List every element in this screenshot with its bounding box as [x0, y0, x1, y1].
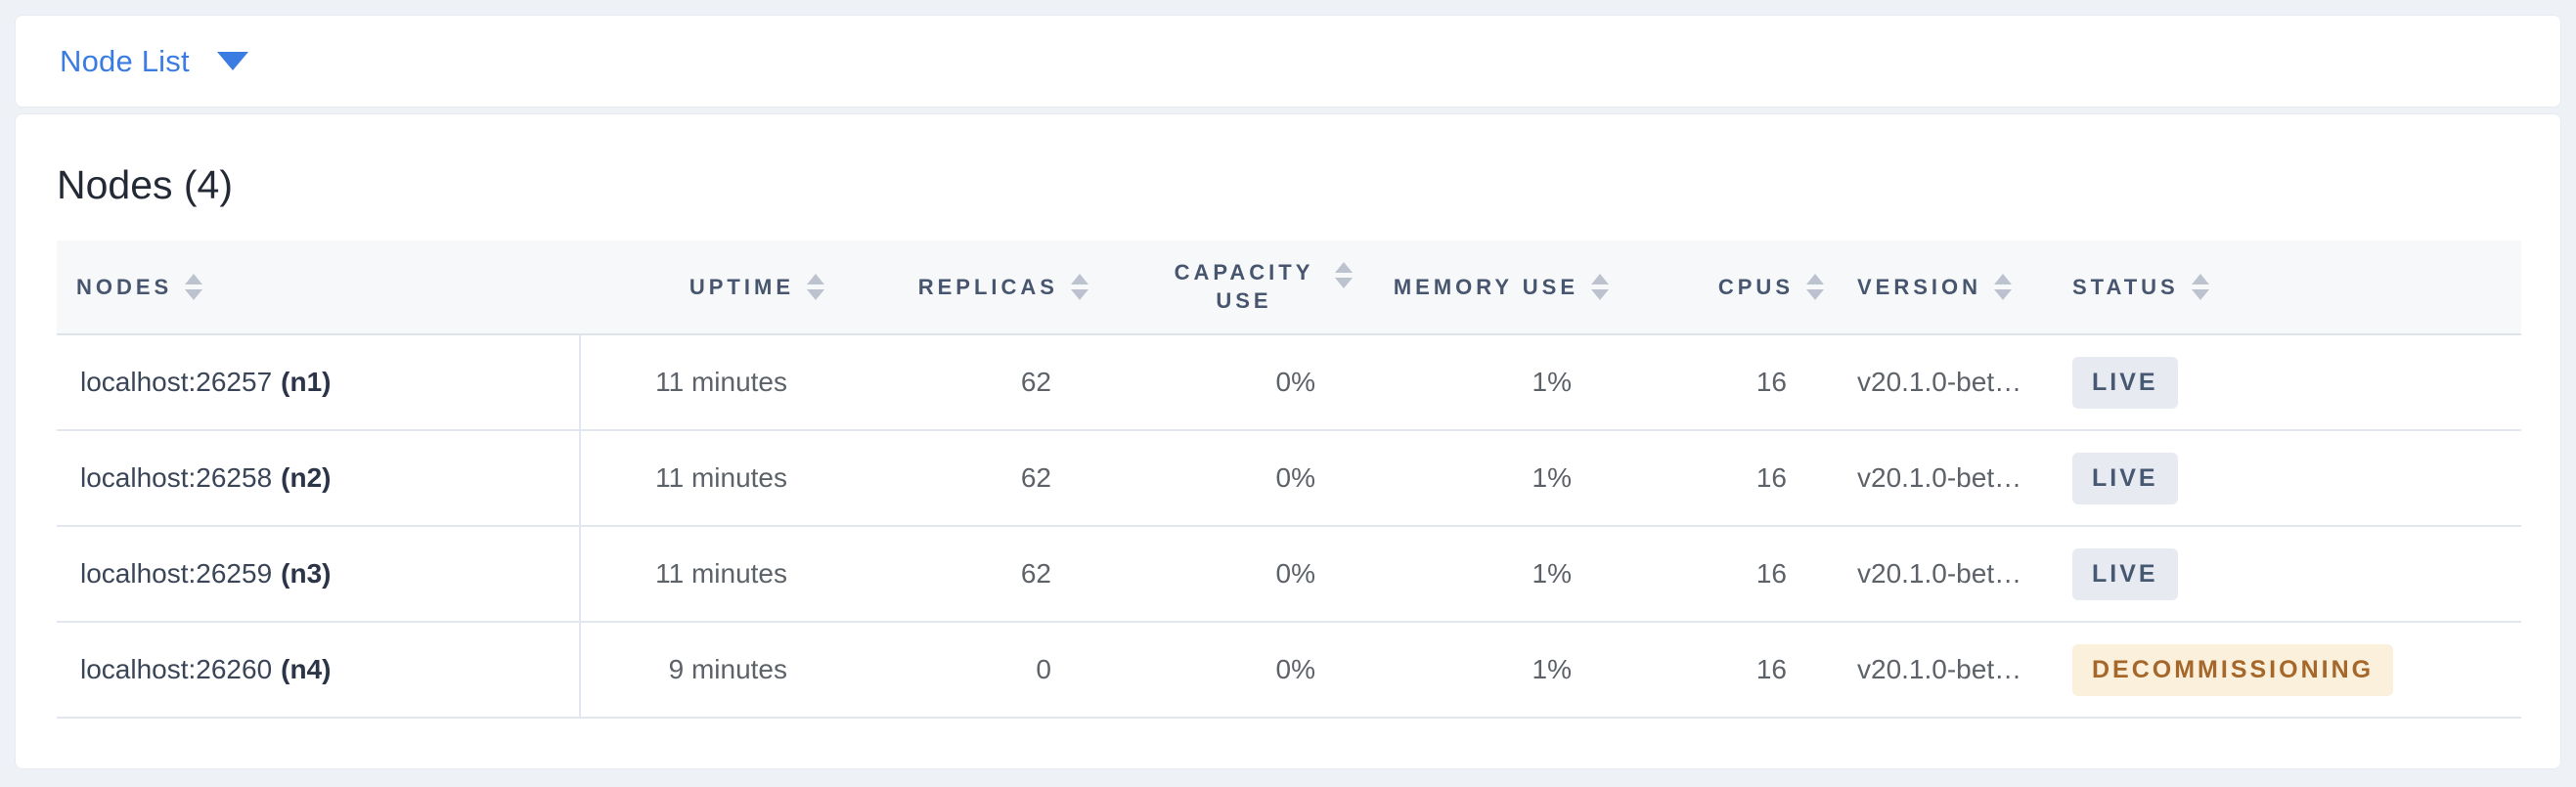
capacity-use-cell: 0% — [1118, 430, 1382, 528]
node-id: (n1) — [281, 367, 332, 398]
nodes-count-title: Nodes (4) — [57, 162, 234, 207]
memory-use-cell: 1% — [1382, 622, 1638, 720]
sort-arrows-icon — [807, 274, 824, 301]
status-cell: DECOMMISSIONING — [2065, 622, 2521, 720]
version-cell: v20.1.0-bet… — [1853, 334, 2065, 432]
column-header-capacity-use[interactable]: CAPACITY USE — [1118, 240, 1382, 336]
uptime-cell: 11 minutes — [580, 430, 854, 528]
status-badge: LIVE — [2072, 356, 2178, 409]
sort-arrows-icon — [1806, 274, 1824, 301]
caret-down-icon — [216, 52, 248, 70]
cpus-cell: 16 — [1638, 526, 1853, 624]
view-selector-dropdown[interactable]: Node List — [60, 44, 248, 79]
column-header-replicas[interactable]: REPLICAS — [854, 240, 1118, 336]
node-address-cell: localhost:26257 (n1) — [57, 334, 581, 432]
replicas-cell: 62 — [854, 526, 1118, 624]
sort-arrows-icon — [185, 274, 203, 301]
view-selector-label: Node List — [60, 43, 190, 78]
node-id: (n3) — [281, 558, 332, 590]
version-cell: v20.1.0-bet… — [1853, 526, 2065, 624]
capacity-use-cell: 0% — [1118, 334, 1382, 432]
column-header-uptime[interactable]: UPTIME — [580, 240, 854, 336]
node-row: localhost:26258 (n2) 11 minutes 62 0% 1% … — [57, 430, 2521, 528]
sort-arrows-icon — [1591, 274, 1609, 301]
page-header: Node List — [15, 15, 2561, 108]
cpus-cell: 16 — [1638, 622, 1853, 720]
uptime-cell: 9 minutes — [580, 622, 854, 720]
nodes-card: Nodes (4) NODES UPTIME — [15, 113, 2561, 769]
status-badge: LIVE — [2072, 452, 2178, 504]
column-header-memory-use[interactable]: MEMORY USE — [1382, 240, 1638, 336]
version-cell: v20.1.0-bet… — [1853, 430, 2065, 528]
sort-arrows-icon — [1335, 262, 1353, 288]
memory-use-cell: 1% — [1382, 526, 1638, 624]
node-address-cell: localhost:26259 (n3) — [57, 526, 581, 624]
node-id: (n4) — [281, 654, 332, 685]
node-address-cell: localhost:26260 (n4) — [57, 622, 581, 720]
node-id: (n2) — [281, 462, 332, 494]
sort-arrows-icon — [1994, 274, 2013, 301]
column-header-status[interactable]: STATUS — [2065, 240, 2521, 336]
node-list-table: NODES UPTIME REPLICAS — [57, 240, 2521, 720]
replicas-cell: 62 — [854, 430, 1118, 528]
capacity-use-cell: 0% — [1118, 622, 1382, 720]
status-cell: LIVE — [2065, 430, 2521, 528]
node-row: localhost:26259 (n3) 11 minutes 62 0% 1% … — [57, 526, 2521, 624]
status-cell: LIVE — [2065, 334, 2521, 432]
node-address-cell: localhost:26258 (n2) — [57, 430, 581, 528]
column-header-version[interactable]: VERSION — [1853, 240, 2065, 336]
table-header-row: NODES UPTIME REPLICAS — [57, 240, 2521, 336]
version-cell: v20.1.0-bet… — [1853, 622, 2065, 720]
memory-use-cell: 1% — [1382, 430, 1638, 528]
column-header-cpus[interactable]: CPUS — [1638, 240, 1853, 336]
replicas-cell: 0 — [854, 622, 1118, 720]
sort-arrows-icon — [1071, 274, 1088, 301]
status-badge: LIVE — [2072, 547, 2178, 600]
node-row: localhost:26257 (n1) 11 minutes 62 0% 1% … — [57, 334, 2521, 432]
uptime-cell: 11 minutes — [580, 334, 854, 432]
uptime-cell: 11 minutes — [580, 526, 854, 624]
cpus-cell: 16 — [1638, 334, 1853, 432]
sort-arrows-icon — [2191, 274, 2209, 301]
replicas-cell: 62 — [854, 334, 1118, 432]
cpus-cell: 16 — [1638, 430, 1853, 528]
column-header-nodes[interactable]: NODES — [57, 240, 580, 336]
capacity-use-cell: 0% — [1118, 526, 1382, 624]
node-row: localhost:26260 (n4) 9 minutes 0 0% 1% 16… — [57, 622, 2521, 720]
status-cell: LIVE — [2065, 526, 2521, 624]
memory-use-cell: 1% — [1382, 334, 1638, 432]
status-badge: DECOMMISSIONING — [2072, 643, 2394, 696]
